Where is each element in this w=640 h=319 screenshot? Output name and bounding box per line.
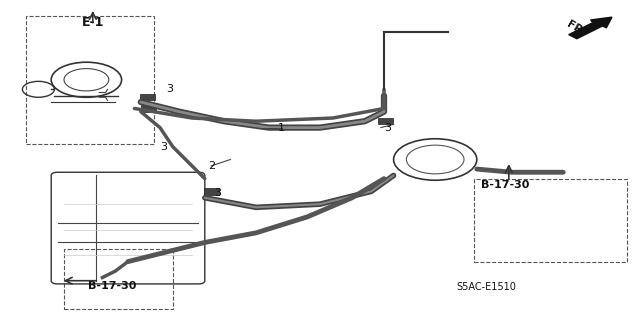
Text: B-17-30: B-17-30: [88, 280, 136, 291]
Bar: [204, 188, 219, 195]
Text: 3: 3: [166, 84, 173, 94]
Text: 3: 3: [160, 142, 166, 152]
Text: S5AC-E1510: S5AC-E1510: [456, 282, 516, 292]
Bar: [141, 105, 156, 112]
FancyArrow shape: [569, 17, 612, 39]
Text: 2: 2: [207, 161, 215, 171]
Text: E-1: E-1: [82, 16, 104, 29]
Text: 3: 3: [214, 188, 221, 198]
Text: 1: 1: [278, 122, 285, 133]
Text: FR.: FR.: [564, 19, 588, 38]
Text: 3: 3: [384, 122, 390, 133]
Bar: [378, 118, 393, 124]
Text: B-17-30: B-17-30: [481, 180, 530, 190]
Bar: [140, 94, 155, 100]
